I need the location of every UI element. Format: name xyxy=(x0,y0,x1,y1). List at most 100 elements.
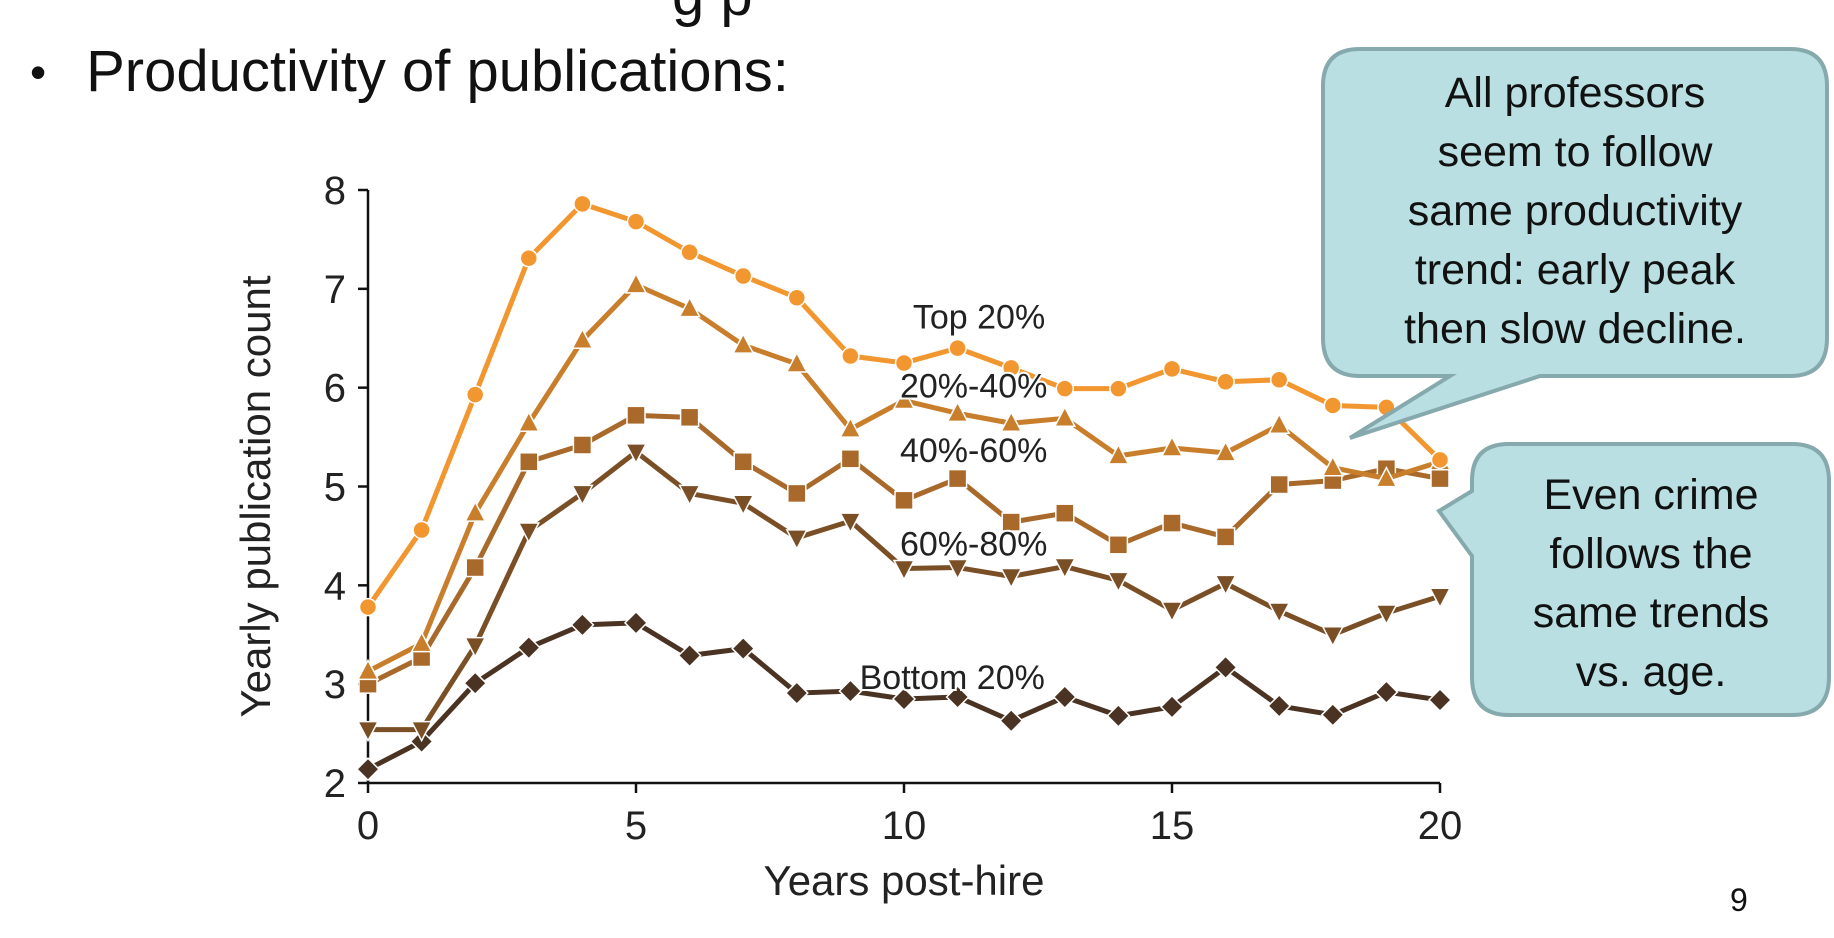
data-point xyxy=(1052,684,1077,710)
y-tick-label: 6 xyxy=(324,367,346,411)
data-point xyxy=(733,266,753,286)
callout-line: vs. age. xyxy=(1575,648,1727,696)
data-point xyxy=(355,757,381,782)
data-point xyxy=(892,559,916,582)
callout-professors-text: All professors seem to follow same produ… xyxy=(1330,64,1820,359)
chart-axes: 2 3 4 5 6 7 8 0 5 10 15 20 Years post-hire Yearly pub… xyxy=(232,169,1462,904)
data-point xyxy=(1427,687,1453,713)
callout-line: All professors xyxy=(1444,69,1706,117)
data-point xyxy=(626,212,646,231)
bullet-item: • Productivity of publications: xyxy=(30,38,789,105)
data-point xyxy=(573,194,592,214)
data-point xyxy=(1428,587,1452,609)
data-point xyxy=(731,494,755,516)
data-point xyxy=(677,643,702,668)
data-point xyxy=(784,681,809,706)
data-point xyxy=(787,483,807,504)
data-point xyxy=(463,500,487,522)
data-point xyxy=(839,416,862,438)
data-point xyxy=(733,452,753,472)
data-point xyxy=(624,272,648,294)
data-point xyxy=(946,558,969,581)
data-point xyxy=(947,468,968,489)
data-point xyxy=(624,443,648,465)
series-annotation: 40%-60% xyxy=(900,432,1047,470)
data-point xyxy=(356,658,380,681)
data-point xyxy=(1321,626,1345,648)
data-point xyxy=(894,490,914,511)
data-point xyxy=(731,636,756,661)
data-point xyxy=(1214,574,1237,596)
data-point xyxy=(1374,680,1399,705)
callout-crime xyxy=(1436,442,1831,717)
data-point xyxy=(1055,503,1075,523)
data-point xyxy=(678,484,701,507)
data-point xyxy=(1160,435,1184,457)
y-tick-label: 7 xyxy=(324,268,346,312)
data-point xyxy=(1053,557,1077,580)
data-point xyxy=(623,610,649,635)
page-number: 9 xyxy=(1730,882,1748,918)
data-point xyxy=(1375,604,1398,626)
data-point xyxy=(1216,372,1235,391)
data-point xyxy=(626,405,646,426)
data-point xyxy=(1106,703,1131,728)
data-point xyxy=(463,671,488,696)
data-point xyxy=(1109,379,1128,398)
data-point xyxy=(840,449,861,469)
data-point xyxy=(1053,405,1077,428)
callout-professors xyxy=(1321,47,1829,440)
data-point xyxy=(1160,601,1184,623)
series-bottom-20- xyxy=(355,610,1453,782)
callout-line: follows the xyxy=(1549,530,1753,578)
data-point xyxy=(1107,571,1130,594)
x-tick-label: 20 xyxy=(1418,804,1463,848)
y-tick-label: 4 xyxy=(324,564,346,608)
data-point xyxy=(894,353,914,373)
callout-line: trend: early peak xyxy=(1414,246,1736,294)
y-tick-label: 3 xyxy=(324,663,346,707)
data-point xyxy=(517,522,541,544)
data-point xyxy=(1001,358,1021,378)
callout-line: Even crime xyxy=(1543,471,1759,519)
data-point xyxy=(1267,693,1292,718)
data-point xyxy=(999,708,1024,733)
data-point xyxy=(519,248,539,268)
x-tick-label: 15 xyxy=(1150,804,1195,848)
data-point xyxy=(839,512,862,534)
data-point xyxy=(1323,396,1343,415)
data-point xyxy=(999,567,1023,590)
data-point xyxy=(1267,602,1291,624)
callout-line: then slow decline. xyxy=(1404,305,1746,353)
data-point xyxy=(945,684,970,710)
data-point xyxy=(891,686,917,712)
data-point xyxy=(358,597,378,617)
data-point xyxy=(463,636,487,659)
data-point xyxy=(1269,370,1289,390)
data-point xyxy=(465,557,485,578)
data-point xyxy=(948,338,967,358)
series-40-60- xyxy=(358,405,1450,694)
series-annotation: Bottom 20% xyxy=(860,659,1045,697)
data-point xyxy=(787,288,807,307)
data-point xyxy=(516,635,541,660)
series-annotation: 20%-40% xyxy=(900,368,1047,406)
data-point xyxy=(570,612,595,637)
callout-crime-text: Even crime follows the same trends vs. a… xyxy=(1475,466,1827,702)
callout-bubble-shape xyxy=(1321,47,1829,440)
data-point xyxy=(1321,455,1345,477)
series-annotation: Top 20% xyxy=(913,298,1045,336)
callout-line: seem to follow xyxy=(1437,128,1713,176)
data-point xyxy=(999,410,1023,432)
data-point xyxy=(1215,527,1236,547)
x-axis-label: Years post-hire xyxy=(764,857,1045,904)
x-tick-label: 0 xyxy=(357,804,379,848)
series-20-40- xyxy=(356,272,1452,681)
data-point xyxy=(678,295,701,318)
data-point xyxy=(1162,359,1182,379)
data-point xyxy=(465,385,485,404)
data-point xyxy=(785,351,809,373)
data-point xyxy=(841,346,860,366)
data-point xyxy=(1320,702,1345,727)
